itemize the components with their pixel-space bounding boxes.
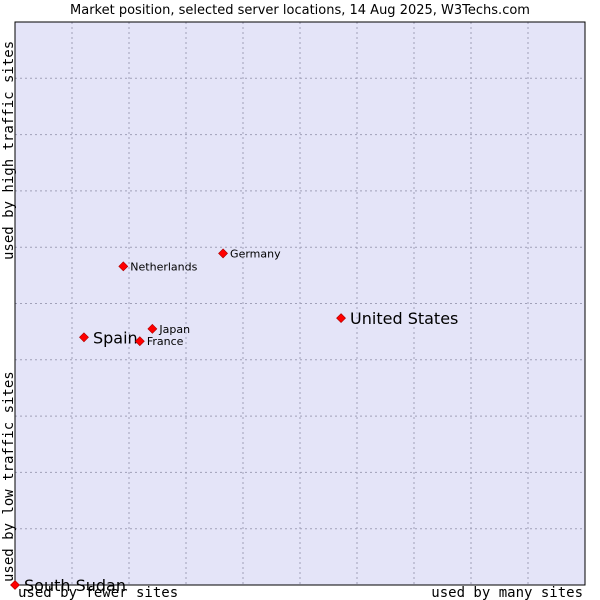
y-axis-label-top: used by high traffic sites (1, 41, 17, 260)
data-label-netherlands: Netherlands (130, 260, 197, 273)
data-label-south-sudan: South Sudan (24, 576, 126, 595)
data-point-japan[interactable] (147, 323, 158, 334)
y-axis-label-bottom: used by low traffic sites (1, 371, 17, 582)
data-label-united-states: United States (350, 309, 458, 328)
data-label-japan: Japan (158, 323, 190, 336)
chart-title: Market position, selected server locatio… (70, 3, 530, 18)
plot-frame (14, 21, 586, 586)
data-label-germany: Germany (230, 247, 281, 260)
data-point-netherlands[interactable] (118, 261, 129, 272)
data-point-germany[interactable] (218, 248, 228, 259)
data-points: United States Germany Netherlands Spain Japa… (10, 247, 458, 595)
data-label-france: France (147, 335, 184, 348)
data-point-south-sudan[interactable] (10, 580, 20, 590)
x-axis-label-left: used by fewer sites (18, 585, 178, 600)
data-point-spain[interactable] (79, 332, 89, 343)
data-point-united-states[interactable] (336, 313, 346, 324)
data-point-france[interactable] (134, 336, 145, 347)
x-axis-label-right: used by many sites (431, 585, 583, 600)
data-label-spain: Spain (93, 328, 138, 347)
grid-lines (15, 22, 585, 585)
